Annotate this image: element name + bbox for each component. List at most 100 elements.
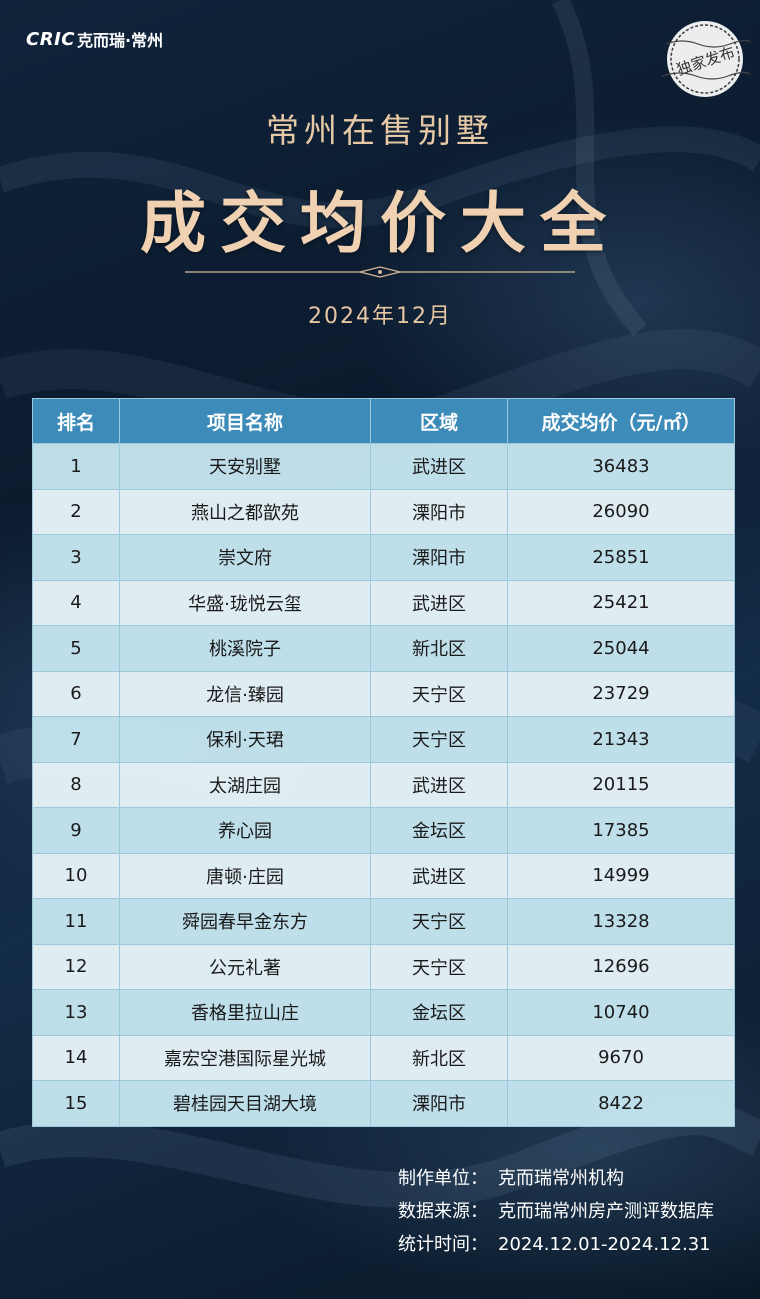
cell-avg-price: 23729 [507,670,735,717]
table-row: 1 天安别墅 武进区 36483 [32,443,735,490]
cell-district: 天宁区 [370,943,508,990]
cell-project-name: 燕山之都歆苑 [119,488,371,535]
cell-district: 武进区 [370,852,508,899]
cell-project-name: 保利·天珺 [119,716,371,763]
cell-rank: 15 [32,1080,120,1127]
cell-district: 武进区 [370,443,508,490]
cell-project-name: 龙信·臻园 [119,670,371,717]
cell-avg-price: 14999 [507,852,735,899]
source-label: 数据来源： [398,1201,488,1222]
footer-period: 统计时间： 2024.12.01-2024.12.31 [398,1228,714,1261]
table-row: 13 香格里拉山庄 金坛区 10740 [32,989,735,1036]
cell-project-name: 碧桂园天目湖大境 [119,1080,371,1127]
table-row: 6 龙信·臻园 天宁区 23729 [32,670,735,717]
column-header-project: 项目名称 [119,398,371,444]
cell-project-name: 桃溪院子 [119,625,371,672]
cell-avg-price: 25044 [507,625,735,672]
footer-source: 数据来源： 克而瑞常州房产测评数据库 [398,1195,714,1228]
cell-rank: 4 [32,579,120,626]
cell-district: 金坛区 [370,807,508,854]
cell-rank: 6 [32,670,120,717]
ornament-divider-icon [185,266,575,278]
cell-district: 金坛区 [370,989,508,1036]
cell-avg-price: 13328 [507,898,735,945]
table-row: 3 崇文府 溧阳市 25851 [32,534,735,581]
cell-district: 天宁区 [370,716,508,763]
cell-avg-price: 17385 [507,807,735,854]
period-label: 统计时间： [398,1234,488,1255]
period-value: 2024.12.01-2024.12.31 [498,1234,711,1255]
postmark-stamp-icon: 独家发布 [661,21,750,97]
cell-district: 溧阳市 [370,488,508,535]
source-value: 克而瑞常州房产测评数据库 [498,1201,714,1222]
table-row: 5 桃溪院子 新北区 25044 [32,625,735,672]
cell-project-name: 太湖庄园 [119,761,371,808]
cell-project-name: 舜园春早金东方 [119,898,371,945]
cell-rank: 1 [32,443,120,490]
table-row: 15 碧桂园天目湖大境 溧阳市 8422 [32,1080,735,1127]
table-row: 7 保利·天珺 天宁区 21343 [32,716,735,763]
page-subtitle: 常州在售别墅 [266,111,494,150]
column-header-district: 区域 [370,398,508,444]
cell-project-name: 香格里拉山庄 [119,989,371,1036]
table-body: 1 天安别墅 武进区 36483 2 燕山之都歆苑 溧阳市 26090 3 崇文府 溧阳市 25851… [32,443,735,1127]
table-row: 4 华盛·珑悦云玺 武进区 25421 [32,579,735,626]
column-header-price: 成交均价（元/㎡） [507,398,735,444]
price-ranking-table: 排名 项目名称 区域 成交均价（元/㎡） 1 天安别墅 武进区 36483 2 燕山之都歆… [32,398,735,1127]
cell-project-name: 天安别墅 [119,443,371,490]
cell-avg-price: 9670 [507,1034,735,1081]
cell-project-name: 养心园 [119,807,371,854]
cell-rank: 9 [32,807,120,854]
producer-value: 克而瑞常州机构 [498,1168,624,1189]
cell-district: 新北区 [370,1034,508,1081]
cell-rank: 2 [32,488,120,535]
cell-avg-price: 36483 [507,443,735,490]
cell-rank: 5 [32,625,120,672]
cell-project-name: 崇文府 [119,534,371,581]
cell-avg-price: 12696 [507,943,735,990]
cell-district: 溧阳市 [370,534,508,581]
table-header-row: 排名 项目名称 区域 成交均价（元/㎡） [32,398,735,444]
cell-district: 武进区 [370,761,508,808]
cell-project-name: 嘉宏空港国际星光城 [119,1034,371,1081]
table-row: 2 燕山之都歆苑 溧阳市 26090 [32,488,735,535]
cell-avg-price: 26090 [507,488,735,535]
page-title: 成交均价大全 [140,185,620,262]
report-date: 2024年12月 [308,304,452,329]
table-row: 9 养心园 金坛区 17385 [32,807,735,854]
cell-rank: 7 [32,716,120,763]
cell-project-name: 华盛·珑悦云玺 [119,579,371,626]
cell-rank: 3 [32,534,120,581]
cell-rank: 13 [32,989,120,1036]
cell-rank: 10 [32,852,120,899]
cell-rank: 12 [32,943,120,990]
cell-district: 天宁区 [370,670,508,717]
table-row: 10 唐顿·庄园 武进区 14999 [32,852,735,899]
cric-logo-mark: CRIC [26,28,75,50]
table-row: 8 太湖庄园 武进区 20115 [32,761,735,808]
cell-rank: 11 [32,898,120,945]
cell-avg-price: 10740 [507,989,735,1036]
cell-avg-price: 8422 [507,1080,735,1127]
cell-district: 溧阳市 [370,1080,508,1127]
cell-district: 天宁区 [370,898,508,945]
cell-avg-price: 25851 [507,534,735,581]
column-header-rank: 排名 [32,398,120,444]
brand-name: 克而瑞·常州 [76,31,164,50]
cell-avg-price: 20115 [507,761,735,808]
cell-project-name: 公元礼著 [119,943,371,990]
cell-avg-price: 25421 [507,579,735,626]
table-row: 12 公元礼著 天宁区 12696 [32,943,735,990]
cell-rank: 8 [32,761,120,808]
cell-avg-price: 21343 [507,716,735,763]
footer-info: 制作单位： 克而瑞常州机构 数据来源： 克而瑞常州房产测评数据库 统计时间： 2… [398,1162,714,1261]
brand-logo: CRIC 克而瑞·常州 [26,26,163,52]
producer-label: 制作单位： [398,1168,488,1189]
cell-project-name: 唐顿·庄园 [119,852,371,899]
cell-district: 武进区 [370,579,508,626]
cell-district: 新北区 [370,625,508,672]
cell-rank: 14 [32,1034,120,1081]
table-row: 11 舜园春早金东方 天宁区 13328 [32,898,735,945]
table-row: 14 嘉宏空港国际星光城 新北区 9670 [32,1034,735,1081]
footer-producer: 制作单位： 克而瑞常州机构 [398,1162,714,1195]
